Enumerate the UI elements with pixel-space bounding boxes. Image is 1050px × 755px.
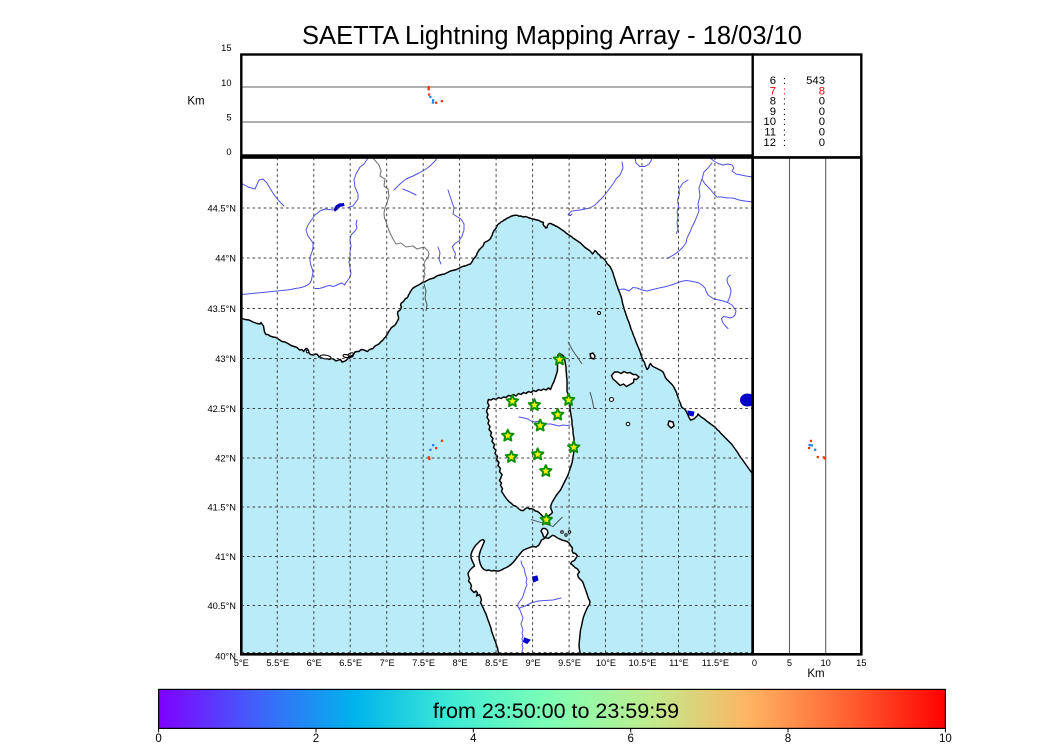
svg-text:9.5°E: 9.5°E	[558, 658, 581, 668]
svg-text:10.5°E: 10.5°E	[628, 658, 656, 668]
svg-text:11: 11	[764, 127, 776, 139]
svg-text:2: 2	[313, 733, 319, 745]
svg-text:0: 0	[819, 106, 825, 118]
svg-text:Km: Km	[807, 668, 824, 680]
svg-text:11°E: 11°E	[669, 658, 689, 668]
svg-text:5: 5	[226, 113, 231, 123]
svg-text:44.5°N: 44.5°N	[207, 204, 236, 214]
svg-text:42.5°N: 42.5°N	[207, 404, 236, 414]
svg-text:5°E: 5°E	[234, 658, 249, 668]
svg-text:10: 10	[939, 733, 952, 745]
svg-text:7: 7	[770, 85, 776, 97]
svg-text::: :	[783, 127, 786, 139]
svg-text:8°E: 8°E	[453, 658, 468, 668]
svg-text:44°N: 44°N	[215, 254, 236, 264]
svg-text:41°N: 41°N	[215, 552, 236, 562]
svg-text:SAETTA Lightning Mapping Array: SAETTA Lightning Mapping Array - 18/03/1…	[302, 22, 802, 50]
svg-text:11.5°E: 11.5°E	[702, 658, 729, 668]
svg-text:10°E: 10°E	[596, 658, 616, 668]
svg-text:5: 5	[787, 658, 792, 668]
svg-text:from 23:50:00 to 23:59:59: from 23:50:00 to 23:59:59	[433, 699, 679, 723]
svg-text:9: 9	[770, 106, 776, 118]
svg-text:42°N: 42°N	[215, 454, 236, 464]
svg-text::: :	[783, 116, 786, 128]
svg-text:6: 6	[627, 733, 633, 745]
svg-text:41.5°N: 41.5°N	[207, 503, 236, 513]
svg-text:6°E: 6°E	[307, 658, 322, 668]
svg-text:12: 12	[763, 137, 776, 149]
svg-text:0: 0	[752, 658, 757, 668]
svg-text:40°N: 40°N	[215, 651, 236, 661]
svg-text:10: 10	[221, 78, 231, 88]
svg-text::: :	[783, 96, 786, 108]
svg-text:6: 6	[770, 75, 776, 87]
svg-text:8.5°E: 8.5°E	[485, 658, 508, 668]
svg-text:0: 0	[819, 96, 825, 108]
svg-text:0: 0	[819, 137, 825, 149]
svg-text:8: 8	[819, 85, 825, 97]
svg-text:7°E: 7°E	[380, 658, 395, 668]
svg-text:7.5°E: 7.5°E	[412, 658, 435, 668]
svg-text:6.5°E: 6.5°E	[339, 658, 362, 668]
svg-text:43°N: 43°N	[215, 354, 236, 364]
svg-text:5.5°E: 5.5°E	[266, 658, 289, 668]
svg-text::: :	[783, 137, 786, 149]
svg-text:0: 0	[819, 127, 825, 139]
svg-text:10: 10	[821, 658, 831, 668]
svg-text:0: 0	[155, 733, 161, 745]
svg-text:15: 15	[856, 658, 866, 668]
svg-text:43.5°N: 43.5°N	[207, 304, 236, 314]
svg-text::: :	[783, 75, 786, 87]
svg-text:4: 4	[470, 733, 477, 745]
svg-text:8: 8	[785, 733, 791, 745]
svg-text:0: 0	[226, 147, 231, 157]
svg-text:Km: Km	[187, 96, 204, 108]
svg-text:543: 543	[806, 75, 825, 87]
svg-text:9°E: 9°E	[526, 658, 541, 668]
svg-text:40.5°N: 40.5°N	[207, 601, 236, 611]
svg-text:0: 0	[819, 116, 825, 128]
svg-text:10: 10	[763, 116, 776, 128]
svg-text:8: 8	[770, 96, 776, 108]
svg-text::: :	[783, 106, 786, 118]
svg-text::: :	[783, 85, 786, 97]
svg-text:15: 15	[221, 43, 231, 53]
